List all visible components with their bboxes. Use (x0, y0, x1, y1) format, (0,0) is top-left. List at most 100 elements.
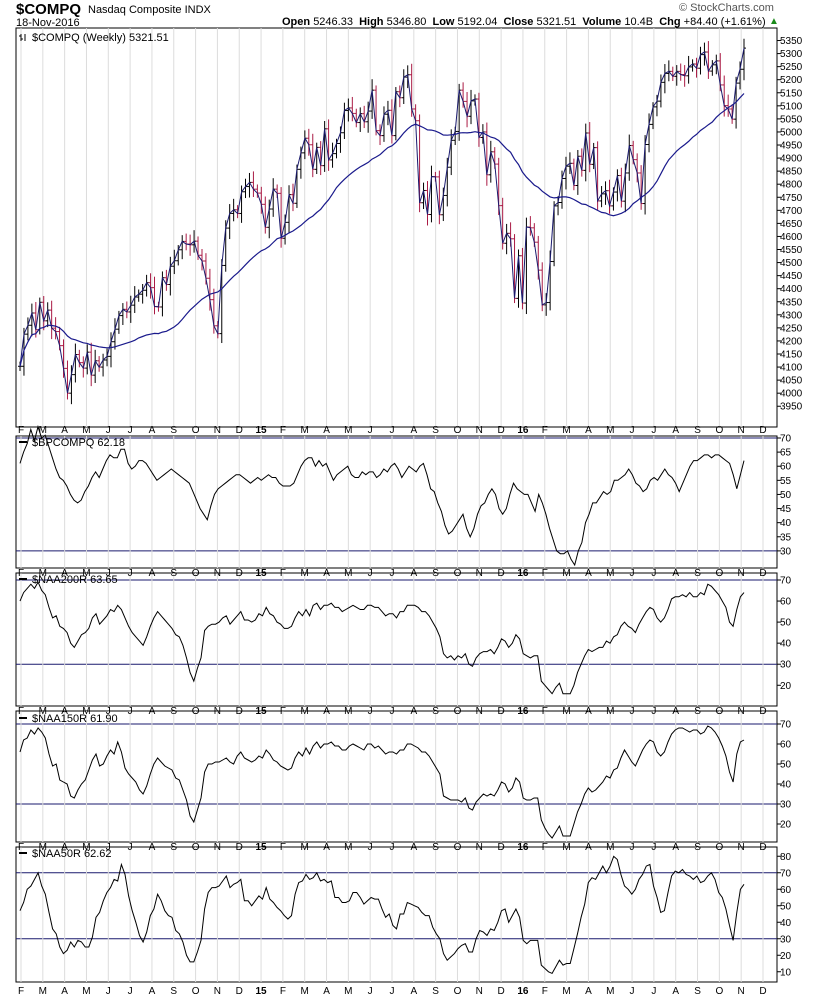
y-tick-label: 30 (780, 934, 792, 945)
x-tick-label: 16 (517, 986, 529, 997)
x-tick-label: A (149, 706, 156, 717)
y-tick-label: 20 (780, 820, 792, 831)
x-tick-label: F (280, 842, 286, 853)
x-tick-label: S (432, 706, 439, 717)
price-bar (556, 196, 561, 216)
panel-frame (15, 435, 778, 569)
x-tick-label: N (214, 425, 221, 436)
x-tick-label: 16 (517, 706, 529, 717)
x-tick-label: J (368, 842, 373, 853)
price-bar (662, 64, 667, 94)
x-tick-label: S (432, 842, 439, 853)
x-tick-label: D (759, 986, 766, 997)
x-tick-label: A (410, 986, 417, 997)
x-tick-label: D (759, 842, 766, 853)
panel-frame (15, 710, 778, 843)
x-tick-label: N (476, 425, 483, 436)
x-tick-label: F (280, 986, 286, 997)
chg-label: Chg (659, 16, 681, 28)
high-label: High (359, 16, 384, 28)
x-tick-label: J (368, 986, 373, 997)
x-tick-label: 15 (255, 706, 267, 717)
x-tick-label: J (630, 425, 635, 436)
x-tick-label: O (715, 842, 723, 853)
y-tick-label: 4300 (780, 310, 803, 321)
x-tick-label: S (170, 706, 177, 717)
y-tick-label: 4550 (780, 245, 803, 256)
volume-value: 10.4B (624, 16, 654, 28)
x-tick-label: 15 (255, 425, 267, 436)
x-tick-label: F (18, 842, 24, 853)
price-bar (69, 365, 74, 405)
x-tick-label: J (651, 986, 656, 997)
x-tick-label: A (149, 568, 156, 579)
indicator-line (19, 580, 745, 695)
up-triangle-icon: ▲ (769, 16, 779, 27)
x-tick-label: S (432, 568, 439, 579)
price-close-line (19, 48, 745, 394)
x-tick-label: A (585, 842, 592, 853)
y-tick-label: 4400 (780, 284, 803, 295)
x-tick-label: O (192, 425, 200, 436)
y-tick-label: 5150 (780, 88, 803, 99)
y-tick-label: 40 (780, 780, 792, 791)
price-bar (358, 107, 363, 132)
x-tick-label: M (301, 425, 309, 436)
x-tick-label: S (432, 986, 439, 997)
x-tick-label: J (368, 568, 373, 579)
y-tick-label: 70 (780, 434, 792, 445)
x-tick-label: J (106, 706, 111, 717)
price-bar (504, 223, 509, 255)
x-tick-label: D (759, 568, 766, 579)
y-tick-label: 5300 (780, 49, 803, 60)
x-tick-label: A (61, 842, 68, 853)
x-tick-label: F (18, 425, 24, 436)
x-tick-label: M (82, 706, 90, 717)
x-tick-label: A (672, 568, 679, 579)
x-tick-label: D (759, 706, 766, 717)
price-bar (176, 245, 181, 266)
x-tick-label: J (128, 425, 133, 436)
chg-value: +84.40 (+1.61%) (683, 16, 766, 28)
price-bar (607, 179, 612, 214)
price-bar (334, 138, 339, 159)
x-tick-label: O (192, 568, 200, 579)
x-tick-label: A (672, 425, 679, 436)
x-tick-label: S (170, 425, 177, 436)
price-bar (484, 122, 489, 186)
price-bar (168, 256, 173, 296)
x-tick-label: A (672, 706, 679, 717)
x-tick-label: M (562, 986, 570, 997)
open-value: 5246.33 (313, 16, 353, 28)
x-tick-label: S (170, 986, 177, 997)
y-tick-label: 3950 (780, 402, 803, 413)
x-tick-label: A (410, 568, 417, 579)
x-tick-label: M (606, 706, 614, 717)
price-bar (563, 156, 568, 190)
price-bar (196, 236, 201, 260)
x-tick-label: N (476, 842, 483, 853)
high-value: 5346.80 (386, 16, 427, 28)
x-tick-label: D (236, 425, 243, 436)
x-tick-label: M (562, 842, 570, 853)
x-tick-label: A (323, 568, 330, 579)
x-tick-label: J (651, 842, 656, 853)
y-tick-label: 4700 (780, 206, 803, 217)
y-tick-label: 4200 (780, 336, 803, 347)
y-tick-label: 50 (780, 618, 792, 629)
price-bar (654, 94, 659, 117)
y-tick-label: 4750 (780, 193, 803, 204)
panel-title: $NAA150R 61.90 (32, 713, 118, 725)
x-tick-label: N (738, 706, 745, 717)
x-tick-label: D (236, 706, 243, 717)
price-bar (128, 295, 133, 323)
x-tick-label: N (738, 842, 745, 853)
x-tick-label: O (454, 425, 462, 436)
y-tick-label: 4900 (780, 154, 803, 165)
y-tick-label: 55 (780, 476, 792, 487)
x-tick-label: S (432, 425, 439, 436)
x-tick-label: D (236, 986, 243, 997)
x-tick-label: D (759, 425, 766, 436)
x-tick-label: M (606, 842, 614, 853)
y-tick-label: 4850 (780, 167, 803, 178)
